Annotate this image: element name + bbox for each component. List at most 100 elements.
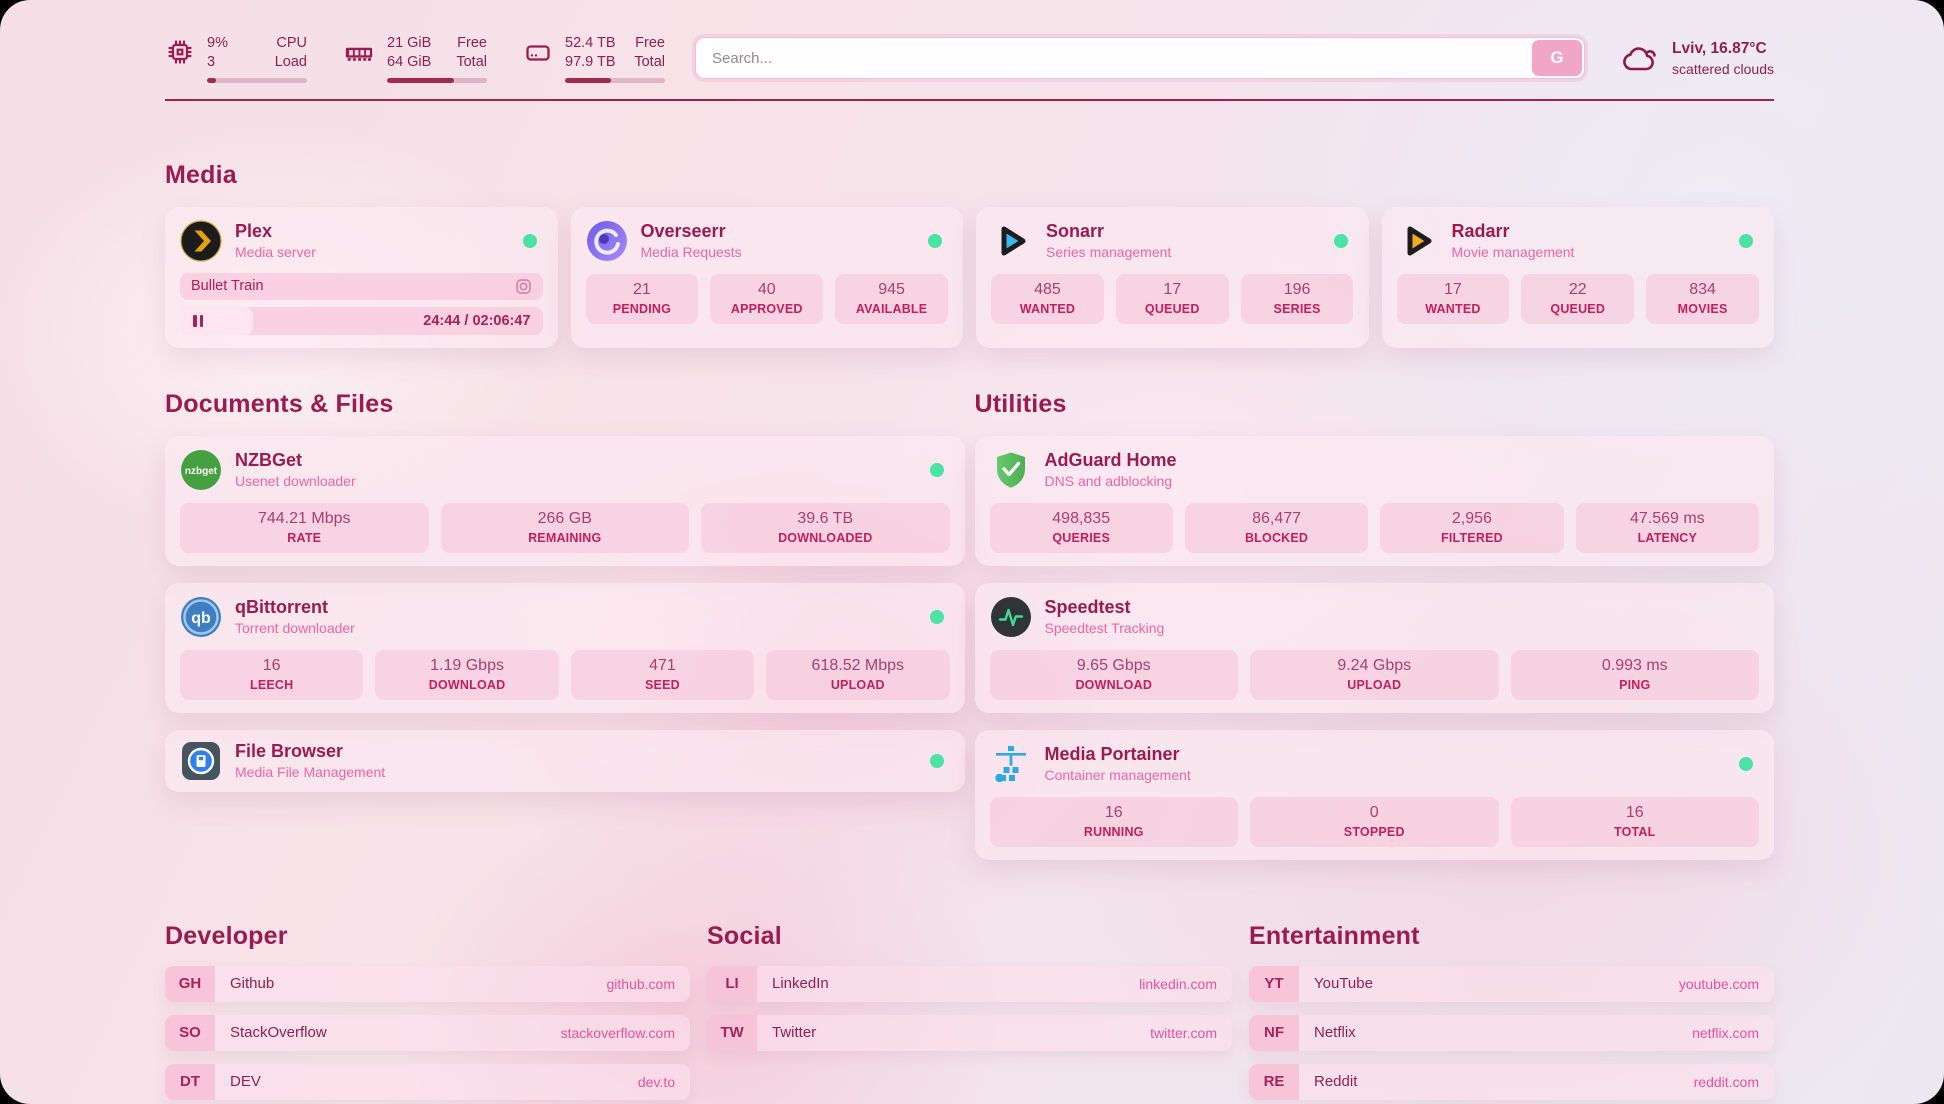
app-subtitle: Media File Management	[235, 764, 386, 781]
ram-free: 21 GiB	[387, 35, 432, 51]
weather-condition: scattered clouds	[1672, 60, 1774, 77]
app-card-plex[interactable]: Plex Media server Bullet Train	[165, 206, 558, 348]
weather-location: Lviv, 16.87°C	[1672, 39, 1767, 57]
link-stackoverflow[interactable]: SO StackOverflow stackoverflow.com	[165, 1014, 690, 1051]
section-title-media: Media	[165, 160, 237, 189]
cpu-cores: 3	[207, 53, 216, 70]
app-title: Radarr	[1451, 221, 1510, 242]
app-title: Plex	[235, 221, 273, 242]
app-subtitle: DNS and adblocking	[1044, 473, 1173, 490]
disk-progressbar	[565, 77, 665, 83]
header-bar: 9% 3 CPU Load	[165, 34, 1774, 83]
stat-downloaded: 39.6 TB DOWNLOADED	[701, 502, 950, 553]
app-title: AdGuard Home	[1044, 450, 1177, 471]
search-bar: G	[695, 37, 1586, 80]
stat-pending: 21 PENDING	[585, 273, 699, 324]
app-title: File Browser	[235, 741, 344, 762]
status-dot	[1333, 233, 1348, 248]
sonarr-icon	[1001, 226, 1026, 256]
ram-total: 64 GiB	[387, 53, 432, 70]
app-title: Speedtest	[1044, 597, 1131, 618]
disk-free: 52.4 TB	[565, 35, 616, 51]
app-subtitle: Speedtest Tracking	[1044, 620, 1165, 637]
section-utilities: Utilities AdGuard Home DNS and adblockin…	[974, 390, 1774, 860]
overseerr-icon	[586, 220, 627, 261]
link-badge: GH	[165, 965, 215, 1002]
stat-wanted: 485 WANTED	[991, 273, 1104, 324]
now-playing-row: Bullet Train	[180, 272, 543, 300]
plex-icon	[180, 220, 222, 262]
stat-queued: 17 QUEUED	[1115, 273, 1229, 324]
app-card-speedtest[interactable]: Speedtest Speedtest Tracking 9.65 Gbps D…	[974, 582, 1774, 713]
svg-text:qb: qb	[191, 610, 211, 627]
app-title: Media Portainer	[1044, 744, 1180, 765]
qbittorrent-icon: qb	[181, 596, 221, 637]
section-social: Social LI LinkedIn linkedin.com TW Twitt…	[707, 922, 1232, 1100]
portainer-icon	[994, 745, 1026, 782]
link-reddit[interactable]: RE Reddit reddit.com	[1249, 1063, 1774, 1100]
stat-ping: 0.993 ms PING	[1510, 649, 1759, 700]
app-title: Overseerr	[640, 221, 726, 242]
app-card-adguard[interactable]: AdGuard Home DNS and adblocking 498,835 …	[974, 435, 1774, 566]
app-card-nzbget[interactable]: nzbget NZBGet Usenet downloader 744.21 M…	[165, 435, 965, 566]
app-card-portainer[interactable]: Media Portainer Container management 16 …	[974, 729, 1774, 860]
cpu-widget: 9% 3 CPU Load	[165, 34, 307, 83]
stat-leech: 16 LEECH	[180, 649, 364, 700]
link-badge: RE	[1249, 1063, 1299, 1100]
adguard-icon	[996, 452, 1025, 488]
stat-available: 945 AVAILABLE	[835, 273, 948, 324]
ram-label: Free	[457, 35, 487, 51]
app-subtitle: Media server	[235, 244, 316, 261]
app-card-radarr[interactable]: Radarr Movie management 17 WANTED 22 QUE…	[1381, 206, 1774, 348]
disk-label: Free	[635, 35, 665, 51]
weather-widget: Lviv, 16.87°C scattered clouds	[1619, 40, 1774, 77]
header-divider	[165, 98, 1774, 101]
search-engine-button[interactable]: G	[1532, 40, 1583, 77]
stat-filtered: 2,956 FILTERED	[1380, 502, 1564, 553]
link-netflix[interactable]: NF Netflix netflix.com	[1249, 1014, 1774, 1051]
stat-upload: 618.52 Mbps UPLOAD	[766, 649, 950, 700]
cpu-progress-fill	[207, 77, 216, 83]
status-dot	[1739, 756, 1753, 771]
system-stats: 9% 3 CPU Load	[165, 34, 665, 83]
cpu-label: CPU	[276, 35, 307, 51]
ram-progress-fill	[387, 77, 454, 83]
section-developer: Developer GH Github github.com SO StackO…	[165, 922, 690, 1100]
link-twitter[interactable]: TW Twitter twitter.com	[707, 1014, 1232, 1051]
now-playing-time: 24:44 / 02:06:47	[423, 312, 531, 329]
stat-approved: 40 APPROVED	[710, 273, 824, 324]
section-media: Media Plex Media server	[165, 161, 1774, 348]
stat-download: 9.65 Gbps DOWNLOAD	[989, 649, 1238, 700]
app-card-filebrowser[interactable]: File Browser Media File Management	[165, 729, 965, 792]
ram-icon	[345, 47, 373, 61]
search-input[interactable]	[695, 37, 1586, 80]
now-playing-title: Bullet Train	[191, 278, 264, 295]
stat-series: 196 SERIES	[1240, 273, 1354, 324]
link-badge: DT	[165, 1063, 215, 1100]
disk-total: 97.9 TB	[565, 53, 616, 70]
link-youtube[interactable]: YT YouTube youtube.com	[1249, 965, 1774, 1002]
app-card-qbittorrent[interactable]: qb qBittorrent Torrent downloader 16 LEE…	[165, 582, 965, 713]
app-title: NZBGet	[235, 450, 302, 471]
app-subtitle: Usenet downloader	[235, 473, 356, 490]
stat-upload: 9.24 Gbps UPLOAD	[1250, 649, 1499, 700]
app-card-overseerr[interactable]: Overseerr Media Requests 21 PENDING 40 A…	[570, 206, 963, 348]
link-dev[interactable]: DT DEV dev.to	[165, 1063, 690, 1100]
cpu-progressbar	[207, 77, 307, 83]
status-dot	[1739, 233, 1753, 248]
svg-text:nzbget: nzbget	[185, 466, 218, 477]
now-playing-progress-fill	[180, 306, 253, 335]
cpu-chip-icon	[168, 40, 192, 64]
app-subtitle: Media Requests	[640, 244, 742, 261]
link-linkedin[interactable]: LI LinkedIn linkedin.com	[707, 965, 1232, 1002]
stat-remaining: 266 GB REMAINING	[440, 502, 689, 553]
section-documents: Documents & Files nzbget NZBGet Usenet d…	[165, 390, 965, 860]
filebrowser-icon	[182, 741, 220, 780]
app-title: Sonarr	[1046, 221, 1105, 242]
app-subtitle: Movie management	[1451, 244, 1575, 261]
link-github[interactable]: GH Github github.com	[165, 965, 690, 1002]
section-title-developer: Developer	[165, 921, 288, 950]
app-card-sonarr[interactable]: Sonarr Series management 485 WANTED 17 Q…	[976, 206, 1369, 348]
status-dot	[929, 609, 944, 624]
stat-seed: 471 SEED	[570, 649, 755, 700]
